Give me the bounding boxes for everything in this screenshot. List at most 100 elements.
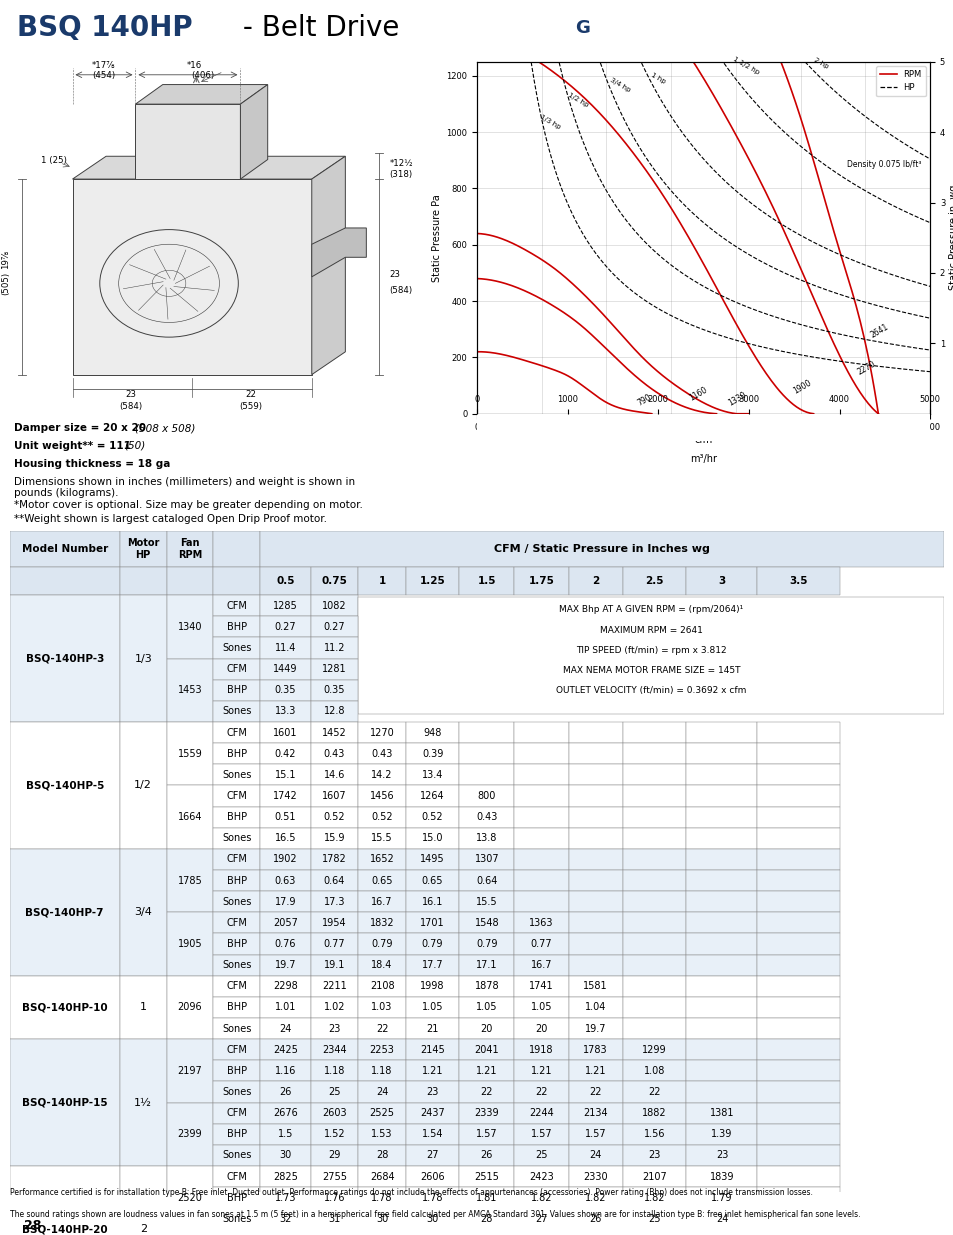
Text: 14.6: 14.6	[323, 769, 345, 779]
Bar	[514, 1145, 568, 1166]
Bar	[458, 1229, 514, 1235]
Bar	[568, 743, 622, 764]
Text: 1/2: 1/2	[134, 781, 152, 790]
Bar	[213, 1039, 260, 1061]
Text: 0.64: 0.64	[323, 876, 345, 885]
Bar	[213, 955, 260, 976]
Text: 25: 25	[328, 1087, 340, 1097]
Text: 1.03: 1.03	[371, 1003, 393, 1013]
Text: 31: 31	[328, 1214, 340, 1224]
Bar	[686, 955, 757, 976]
Bar	[406, 806, 458, 827]
Text: 2425: 2425	[273, 1045, 297, 1055]
Text: 0.77: 0.77	[323, 939, 345, 948]
Text: 0.65: 0.65	[371, 876, 393, 885]
Bar	[311, 1187, 358, 1208]
Text: 13.3: 13.3	[274, 706, 295, 716]
Text: G: G	[575, 20, 589, 37]
Bar	[757, 976, 839, 997]
Bar	[311, 764, 358, 785]
Bar	[406, 1166, 458, 1187]
Text: 1281: 1281	[322, 664, 346, 674]
Text: (559): (559)	[239, 401, 262, 411]
Bar	[514, 764, 568, 785]
Text: 15.5: 15.5	[371, 834, 393, 844]
Text: 1381: 1381	[709, 1108, 734, 1118]
Text: 15.1: 15.1	[274, 769, 295, 779]
Bar	[167, 531, 213, 567]
Text: 1270: 1270	[370, 727, 395, 737]
Bar	[514, 1229, 568, 1235]
Bar	[260, 827, 311, 848]
Text: 1.21: 1.21	[584, 1066, 606, 1076]
Text: (50): (50)	[124, 441, 145, 451]
Bar	[686, 1124, 757, 1145]
Bar	[260, 658, 311, 679]
Bar	[213, 679, 260, 700]
Bar	[568, 892, 622, 913]
Polygon shape	[72, 157, 345, 179]
Text: 27: 27	[535, 1214, 547, 1224]
Bar	[406, 722, 458, 743]
Bar	[458, 827, 514, 848]
Bar	[514, 567, 568, 595]
Text: 23: 23	[648, 1151, 660, 1161]
Text: Sones: Sones	[222, 706, 252, 716]
Bar	[568, 1145, 622, 1166]
Bar	[260, 1124, 311, 1145]
Text: 1742: 1742	[273, 790, 297, 802]
Bar	[458, 785, 514, 806]
Text: BHP: BHP	[227, 1193, 247, 1203]
Bar	[213, 827, 260, 848]
Text: 1785: 1785	[177, 876, 202, 885]
Text: 11.4: 11.4	[274, 643, 295, 653]
Bar	[358, 1103, 406, 1124]
Y-axis label: Static Pressure in. wg: Static Pressure in. wg	[948, 185, 953, 290]
Text: CFM: CFM	[226, 855, 247, 864]
Text: 2: 2	[592, 577, 598, 587]
Bar	[686, 785, 757, 806]
Text: BHP: BHP	[227, 813, 247, 823]
Bar	[757, 1103, 839, 1124]
Text: *12½: *12½	[389, 159, 413, 168]
Text: MAXIMUM RPM = 2641: MAXIMUM RPM = 2641	[599, 625, 702, 635]
Bar	[406, 1018, 458, 1039]
Bar	[311, 955, 358, 976]
Text: 2253: 2253	[369, 1045, 395, 1055]
Bar	[213, 848, 260, 869]
Bar	[458, 892, 514, 913]
Text: 1.78: 1.78	[421, 1193, 443, 1203]
Text: CFM: CFM	[226, 727, 247, 737]
Legend: RPM, HP: RPM, HP	[875, 65, 925, 96]
Bar	[358, 1018, 406, 1039]
Bar	[358, 934, 406, 955]
Bar	[260, 785, 311, 806]
Text: 1.53: 1.53	[371, 1129, 393, 1140]
Text: 2603: 2603	[322, 1108, 346, 1118]
Text: 3.5: 3.5	[788, 577, 807, 587]
Text: 1 1/2 hp: 1 1/2 hp	[732, 56, 760, 75]
Text: 2684: 2684	[370, 1172, 394, 1182]
Text: 1 hp: 1 hp	[649, 72, 666, 84]
Text: 1160: 1160	[687, 385, 708, 403]
Text: 0.27: 0.27	[274, 622, 295, 632]
Bar	[10, 531, 120, 567]
Polygon shape	[312, 228, 366, 277]
Text: CFM: CFM	[226, 600, 247, 611]
Bar	[406, 869, 458, 892]
Text: 1559: 1559	[177, 748, 202, 758]
Text: 1701: 1701	[420, 918, 444, 927]
Text: 1.82: 1.82	[643, 1193, 664, 1203]
Text: 13.4: 13.4	[421, 769, 443, 779]
Text: 790: 790	[636, 393, 653, 408]
Text: 16.1: 16.1	[421, 897, 443, 906]
Text: 0.76: 0.76	[274, 939, 295, 948]
Bar	[622, 1229, 686, 1235]
Bar	[686, 848, 757, 869]
Bar	[311, 567, 358, 595]
Text: 1900: 1900	[791, 379, 812, 396]
Text: 1.73: 1.73	[274, 1193, 295, 1203]
Text: Sones: Sones	[222, 834, 252, 844]
Text: 2096: 2096	[177, 1003, 202, 1013]
Bar	[260, 1208, 311, 1229]
